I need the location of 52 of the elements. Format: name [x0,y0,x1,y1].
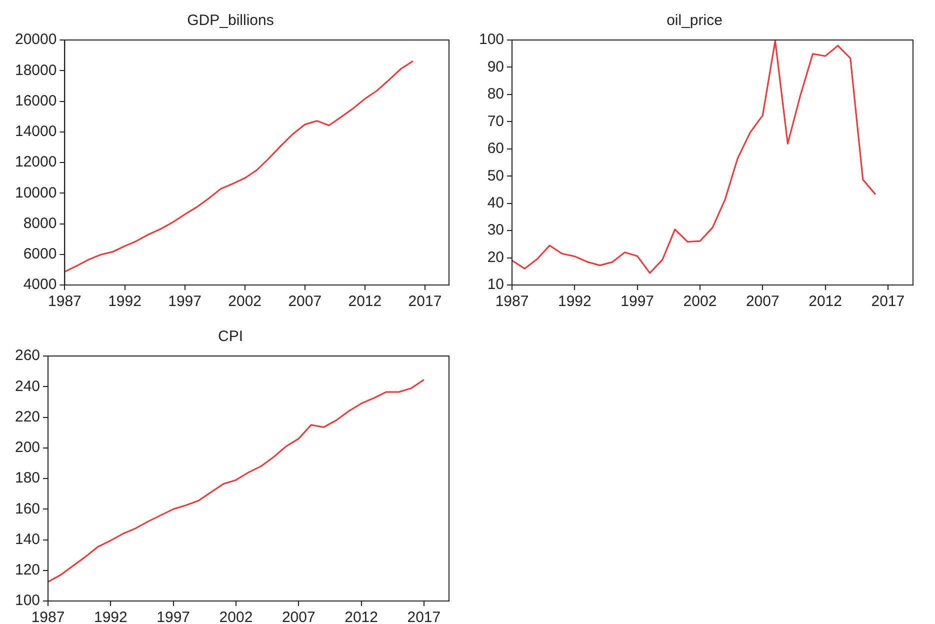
x-tick-label: 2002 [683,293,717,310]
y-tick-label: 20000 [14,31,57,48]
x-tick-label: 1992 [94,609,128,624]
y-tick-label: 40 [487,194,504,212]
x-tick-label: 2007 [282,609,316,624]
x-tick-label: 2017 [407,609,441,624]
y-tick-label: 140 [14,530,40,548]
y-tick-label: 16000 [14,92,57,110]
chart-title: oil_price [666,12,722,30]
y-tick-label: 18000 [14,62,57,79]
y-tick-label: 70 [487,112,504,130]
x-tick-label: 1992 [558,293,592,310]
x-tick-label: 1987 [48,293,82,310]
x-tick-label: 1992 [108,293,142,310]
x-tick-label: 2017 [408,293,442,310]
x-tick-label: 1997 [156,609,190,624]
y-tick-label: 240 [14,378,40,395]
y-tick-label: 20 [487,248,504,266]
x-tick-label: 2007 [288,293,322,310]
y-tick-label: 160 [14,500,40,518]
chart-title: GDP_billions [187,12,274,30]
x-tick-label: 1997 [168,293,202,310]
y-tick-label: 14000 [14,123,57,140]
y-tick-label: 120 [14,562,40,579]
y-tick-label: 60 [487,140,504,158]
x-tick-label: 1997 [620,293,654,310]
y-tick-label: 4000 [23,276,57,294]
x-tick-label: 2002 [228,293,262,310]
y-tick-label: 8000 [23,214,57,232]
x-tick-label: 1987 [495,293,529,310]
y-tick-label: 80 [487,86,504,103]
y-tick-label: 260 [14,347,40,364]
y-tick-label: 10000 [14,184,57,202]
y-tick-label: 50 [487,167,504,184]
y-tick-label: 220 [14,408,40,426]
x-tick-label: 2012 [344,609,378,624]
y-tick-label: 6000 [23,246,57,263]
y-tick-label: 12000 [14,154,57,171]
x-tick-label: 2002 [219,609,253,624]
x-tick-label: 2012 [808,293,842,310]
x-tick-label: 1987 [31,609,65,624]
y-tick-label: 10 [487,276,504,294]
y-tick-label: 200 [14,439,40,456]
chart-title: CPI [218,328,244,346]
y-tick-label: 180 [14,470,40,487]
x-tick-label: 2012 [348,293,382,310]
x-tick-label: 2017 [871,293,905,310]
y-tick-label: 30 [487,222,504,239]
y-tick-label: 90 [487,58,504,76]
y-tick-label: 100 [478,31,504,48]
y-tick-label: 100 [14,592,40,610]
x-tick-label: 2007 [746,293,780,310]
